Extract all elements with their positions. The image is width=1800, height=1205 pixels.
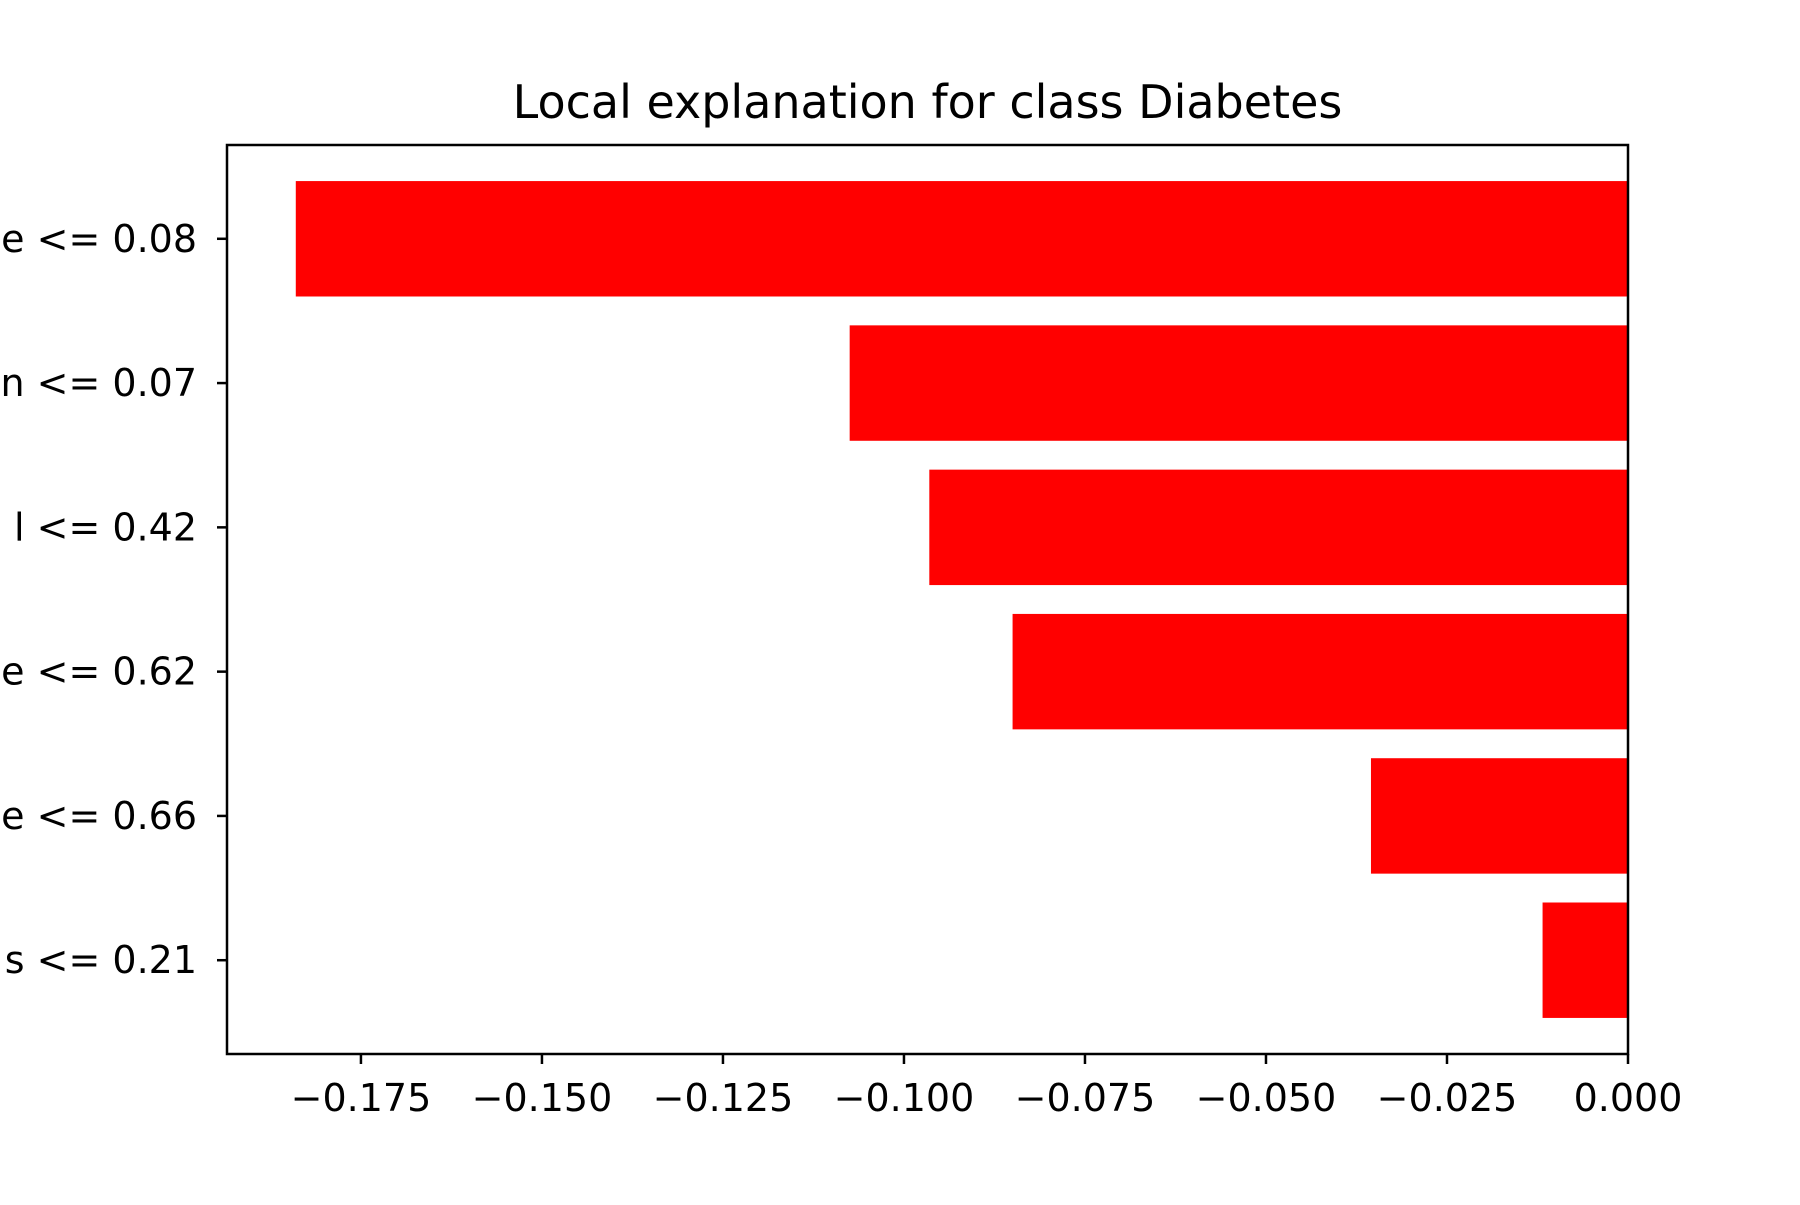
x-tick-label: −0.025 — [1377, 1076, 1518, 1120]
y-tick-label: e <= 0.66 — [1, 794, 197, 838]
y-tick-label: l <= 0.42 — [14, 505, 197, 549]
x-axis: −0.175 −0.150 −0.125 −0.100 −0.075 −0.050 −0.0… — [291, 1054, 1683, 1120]
bar — [1370, 758, 1628, 874]
x-tick-label: −0.175 — [291, 1076, 432, 1120]
x-tick-label: −0.100 — [834, 1076, 975, 1120]
plot-frame — [225, 143, 1630, 1056]
x-tick-label: −0.125 — [653, 1076, 794, 1120]
chart-title: Local explanation for class Diabetes — [513, 75, 1343, 129]
x-tick-label: −0.050 — [1196, 1076, 1337, 1120]
x-tick-label: 0.000 — [1574, 1076, 1683, 1120]
x-tick-label: −0.075 — [1015, 1076, 1156, 1120]
bars-layer — [295, 181, 1628, 1018]
bar — [1542, 902, 1628, 1018]
bar — [1012, 613, 1628, 730]
y-tick-label: e <= 0.08 — [1, 217, 197, 261]
y-tick-label: n <= 0.07 — [0, 361, 197, 405]
y-tick-label: e <= 0.62 — [1, 650, 197, 694]
bar — [849, 325, 1628, 441]
bar — [295, 181, 1628, 297]
x-tick-label: −0.150 — [472, 1076, 613, 1120]
bar — [929, 469, 1628, 586]
y-axis: e <= 0.08 n <= 0.07 l <= 0.42 e <= 0.62 e <=… — [0, 217, 227, 982]
y-tick-label: s <= 0.21 — [5, 938, 197, 982]
